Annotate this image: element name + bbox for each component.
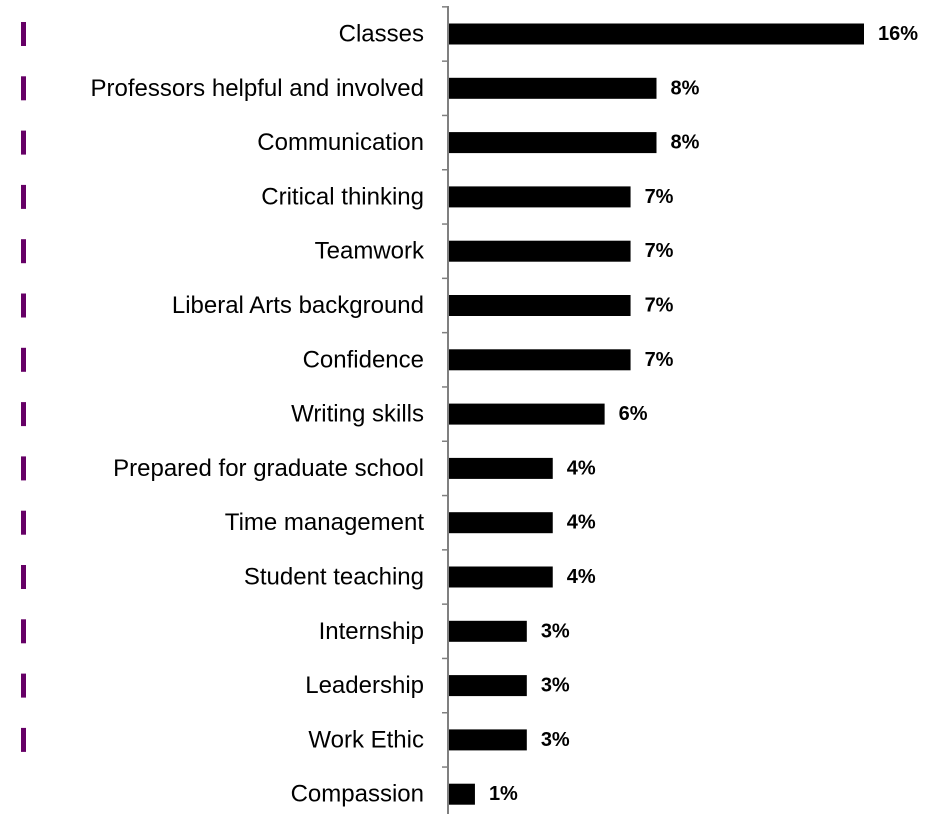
value-label: 7% [645, 349, 674, 371]
value-label: 7% [645, 240, 674, 262]
bar [449, 132, 657, 154]
value-label: 4% [567, 512, 596, 534]
bar [449, 295, 631, 316]
category-label: Liberal Arts background [172, 292, 424, 319]
bar [449, 512, 553, 534]
category-label: Work Ethic [308, 726, 424, 753]
row-marker [21, 456, 26, 481]
row-marker [21, 510, 26, 535]
y-axis [442, 6, 449, 814]
row-marker [21, 673, 26, 698]
value-labels: 16% 8% 8% 7% 7% 7% 7% 6% 4% 4% 4% 3% 3% 3% 1% [489, 23, 918, 805]
value-label: 8% [671, 132, 700, 154]
value-label: 6% [619, 403, 648, 425]
category-label: Prepared for graduate school [113, 455, 424, 482]
row-marker [21, 727, 26, 752]
row-marker [21, 76, 26, 101]
bar [449, 566, 553, 588]
bar [449, 403, 605, 425]
bar [449, 457, 553, 479]
bar [449, 77, 657, 99]
value-label: 4% [567, 566, 596, 588]
category-labels: Classes Professors helpful and involved Co… [90, 21, 425, 808]
row-markers [21, 22, 26, 752]
category-label: Writing skills [291, 401, 424, 428]
row-marker [21, 347, 26, 372]
bar [449, 186, 631, 208]
value-label: 7% [645, 186, 674, 208]
category-label: Time management [225, 509, 425, 536]
bar [449, 675, 527, 697]
row-marker [21, 184, 26, 209]
bar [449, 23, 864, 45]
category-label: Classes [339, 21, 424, 48]
category-label: Leadership [305, 672, 424, 699]
value-label: 3% [541, 620, 570, 642]
value-label: 1% [489, 783, 518, 805]
value-label: 16% [878, 23, 918, 45]
bar [449, 240, 631, 262]
value-label: 3% [541, 675, 570, 697]
bar [449, 729, 527, 751]
category-label: Teamwork [315, 238, 425, 265]
bar [449, 783, 475, 805]
row-marker [21, 402, 26, 427]
row-marker [21, 22, 26, 46]
category-label: Confidence [303, 346, 424, 373]
row-marker [21, 293, 26, 318]
bar [449, 349, 631, 371]
category-label: Professors helpful and involved [90, 75, 424, 102]
value-label: 8% [671, 77, 700, 99]
bar [449, 620, 527, 642]
row-marker [21, 619, 26, 644]
bar-series [449, 23, 864, 805]
category-label: Internship [319, 618, 424, 645]
value-label: 7% [645, 295, 674, 317]
value-label: 3% [541, 729, 570, 751]
row-marker [21, 565, 26, 589]
category-label: Student teaching [244, 564, 424, 591]
row-marker [21, 130, 26, 155]
row-marker [21, 239, 26, 264]
value-label: 4% [567, 457, 596, 479]
category-label: Communication [257, 129, 424, 156]
category-label: Critical thinking [261, 183, 424, 210]
category-label: Compassion [291, 781, 424, 808]
